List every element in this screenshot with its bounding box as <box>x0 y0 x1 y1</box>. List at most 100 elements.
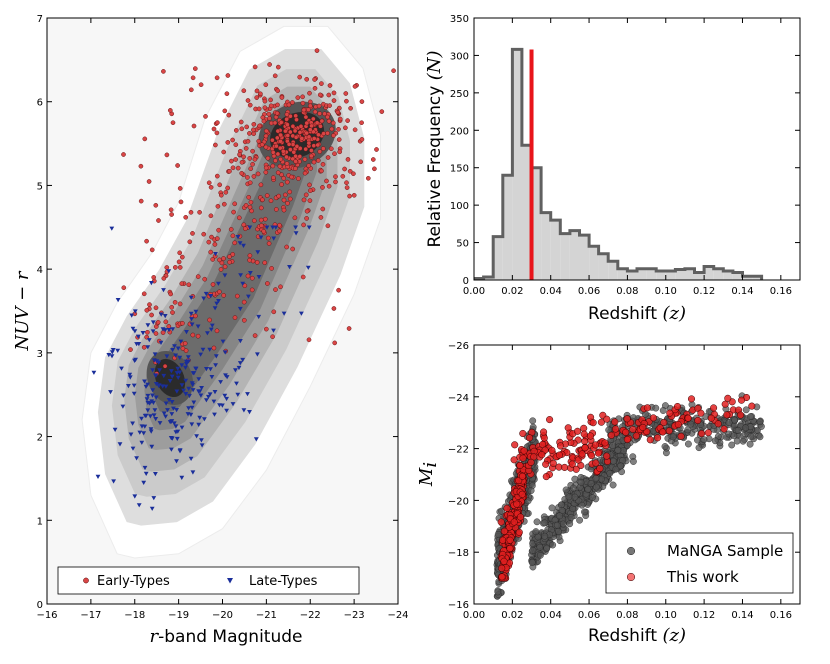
late-type-point <box>203 291 209 297</box>
early-type-point <box>272 120 278 126</box>
early-type-point <box>243 203 249 208</box>
this-work-point <box>498 564 506 572</box>
early-type-point <box>177 250 183 256</box>
late-type-point <box>177 449 183 454</box>
early-type-point <box>332 340 338 346</box>
early-type-point <box>250 148 255 154</box>
manga-sample-point <box>549 541 557 549</box>
manga-sample-point <box>700 436 708 443</box>
this-work-point <box>646 436 654 444</box>
early-type-point <box>292 215 298 221</box>
late-type-point <box>220 339 226 344</box>
early-type-point <box>312 77 317 82</box>
this-work-point <box>748 402 756 410</box>
histogram-bar <box>723 271 733 280</box>
histogram-bar <box>541 212 551 280</box>
manga-sample-point <box>747 413 754 420</box>
manga-sample-point <box>609 442 616 449</box>
late-type-point <box>173 424 179 429</box>
late-type-point <box>106 353 112 358</box>
this-work-point <box>506 544 514 553</box>
histogram-x-axis-label: Redshift (z) <box>588 303 686 324</box>
late-type-point <box>222 393 228 398</box>
early-type-point <box>306 107 311 113</box>
early-type-point <box>222 264 228 270</box>
late-type-point <box>178 339 184 344</box>
manga-sample-point <box>571 475 579 483</box>
this-work-point <box>592 459 600 467</box>
late-type-point <box>148 414 153 419</box>
manga-sample-point <box>571 493 579 501</box>
late-type-point <box>256 275 262 280</box>
this-work-point <box>548 446 556 454</box>
early-type-point <box>281 197 287 203</box>
manga-sample-point <box>669 433 677 441</box>
late-type-point <box>209 375 215 380</box>
early-type-point <box>359 137 365 142</box>
early-type-point <box>263 133 269 139</box>
late-type-point <box>214 301 220 306</box>
early-type-point <box>342 166 347 172</box>
early-type-point <box>290 100 295 105</box>
early-type-point <box>307 103 313 109</box>
late-type-point <box>223 373 228 378</box>
this-work-point <box>639 423 647 431</box>
early-type-point <box>214 130 220 136</box>
early-type-point <box>275 151 281 157</box>
manga-sample-point <box>524 497 532 505</box>
this-work-point <box>500 527 508 535</box>
histogram-x-axis-label-text: Redshift <box>588 304 657 324</box>
manga-sample-point <box>589 494 596 501</box>
histogram-bars <box>474 47 764 280</box>
left-legend: Early-Types Late-Types <box>57 566 360 595</box>
early-type-point <box>226 112 232 118</box>
late-type-point <box>150 329 156 334</box>
early-type-point <box>279 182 284 187</box>
late-type-point <box>157 421 163 426</box>
early-type-point <box>352 127 358 133</box>
early-type-point <box>262 216 268 222</box>
late-type-point <box>241 408 247 413</box>
late-type-point <box>206 394 211 400</box>
late-type-point <box>212 412 217 417</box>
early-type-point <box>319 118 325 124</box>
early-type-point <box>263 144 269 150</box>
late-type-point <box>241 243 246 248</box>
late-type-point <box>149 281 154 286</box>
late-type-point <box>169 374 175 379</box>
left-x-axis-label-var: r <box>150 626 160 647</box>
manga-sample-point <box>756 418 764 426</box>
late-type-point <box>139 440 145 445</box>
manga-sample-point <box>587 480 595 487</box>
late-type-point <box>158 340 164 345</box>
early-type-point <box>233 157 238 162</box>
late-type-point <box>151 413 157 418</box>
late-type-point <box>130 446 136 451</box>
manga-sample-point <box>559 520 567 528</box>
histogram-y-tick-label: 150 <box>450 164 469 175</box>
late-type-point <box>197 415 203 420</box>
late-type-point <box>186 386 192 391</box>
early-type-point <box>247 253 253 258</box>
early-type-point <box>207 317 212 323</box>
late-type-point <box>169 447 174 452</box>
this-work-point <box>698 430 706 438</box>
early-type-point <box>224 91 230 97</box>
histogram-bar <box>646 268 657 280</box>
early-type-point <box>242 226 248 232</box>
early-type-point <box>177 265 183 270</box>
early-type-point <box>208 213 214 219</box>
early-type-point <box>208 249 214 255</box>
manga-sample-point <box>565 493 573 501</box>
early-type-point <box>329 126 335 132</box>
early-type-point <box>321 131 326 136</box>
early-type-point <box>359 99 365 104</box>
early-type-point <box>331 133 336 138</box>
early-type-point <box>241 154 246 160</box>
late-type-point <box>208 327 214 332</box>
mag-x-tick-label: 0.10 <box>655 610 677 621</box>
this-work-point <box>623 435 631 444</box>
histogram-x-tick-label: 0.14 <box>731 286 753 297</box>
early-type-point <box>272 73 278 79</box>
